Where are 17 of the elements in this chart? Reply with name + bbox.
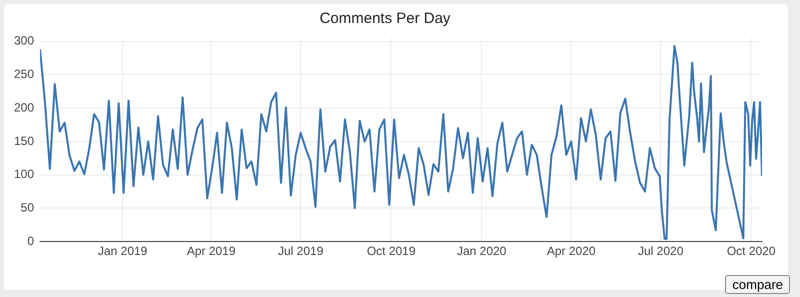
chart-title: Comments Per Day [320,10,451,28]
y-tick-label: 200 [14,100,34,114]
x-tick-label: Apr 2020 [546,244,596,258]
x-tick-label: Oct 2019 [366,244,416,258]
x-tick-label: Jan 2020 [456,244,507,258]
y-tick-label: 100 [14,167,34,182]
y-tick-label: 0 [27,234,34,248]
x-tick-label: Apr 2019 [186,244,236,258]
x-tick-label: Jan 2019 [98,244,148,258]
x-tick-label: Oct 2020 [726,244,776,258]
x-tick-label: Jul 2019 [278,244,324,258]
y-tick-label: 250 [14,67,34,82]
y-tick-label: 300 [14,34,34,48]
y-tick-label: 150 [14,134,34,148]
x-tick-label: Jul 2020 [638,244,684,258]
y-tick-label: 50 [20,200,34,215]
text: compare [725,275,790,294]
